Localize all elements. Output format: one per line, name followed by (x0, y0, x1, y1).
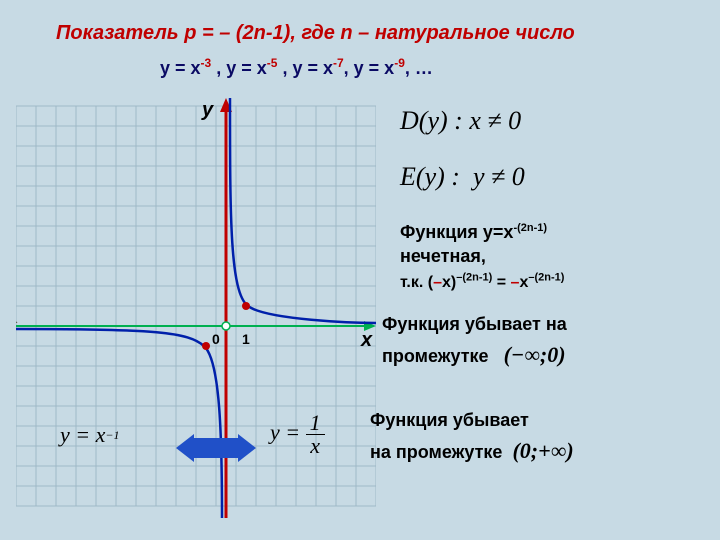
ex1-suffix: , у = х (211, 58, 267, 78)
odd-function-text: Функция у=х-(2n-1) нечетная, т.к. (–х)–(… (400, 220, 710, 293)
decr2a: Функция убывает (370, 410, 529, 430)
odd-l2: нечетная, (400, 246, 486, 266)
chart-area: {} х у 0 1 (16, 98, 376, 518)
interval-2: (0;+∞) (512, 438, 573, 463)
origin-circle (222, 322, 230, 330)
interval-1: (−∞;0) (504, 342, 566, 367)
odd-l1a: Функция у=х (400, 222, 513, 242)
odd-l3sup1: –(2n-1) (456, 271, 492, 283)
ex1-base: у = х (160, 58, 201, 78)
ex1-sup: -3 (201, 56, 212, 70)
y-label: у (201, 99, 214, 121)
odd-l3b: – (433, 274, 442, 291)
inline-f2-a: y = (270, 420, 306, 445)
ex2-sup: -5 (267, 56, 278, 70)
odd-l3a: т.к. ( (400, 274, 433, 291)
odd-l3sup2: –(2n-1) (528, 271, 564, 283)
heading: Показатель р = – (2n-1), где n – натурал… (56, 22, 575, 45)
ex4-suffix: , … (405, 58, 433, 78)
odd-l3c: х) (442, 274, 456, 291)
decreasing-2: Функция убывает на промежутке (0;+∞) (370, 407, 710, 467)
inline-formula-1: y = x−1 (60, 422, 119, 448)
ex3-suffix: , у = х (344, 58, 395, 78)
inline-formula-2: y = 1 x (270, 412, 325, 457)
decr1a: Функция убывает на (382, 314, 567, 334)
ex2-suffix: , у = х (277, 58, 333, 78)
curve-right (230, 98, 376, 323)
range-formula: E(y) : y ≠ 0 (400, 162, 710, 192)
decreasing-1: Функция убывает на промежутке (−∞;0) (382, 311, 710, 371)
function-examples: у = х-3 , у = х-5 , у = х-7, у = х-9, … (160, 56, 433, 79)
double-arrow-icon (176, 434, 256, 462)
x-label: х (360, 329, 373, 351)
inline-f2-b: 1 (306, 412, 325, 435)
odd-l1sup: -(2n-1) (513, 222, 547, 234)
ex3-sup: -7 (333, 56, 344, 70)
decr2b: на промежутке (370, 442, 502, 462)
odd-l3d: = (492, 274, 510, 291)
inline-f2-c: x (306, 435, 325, 457)
zero-label: 0 (212, 331, 220, 347)
domain-formula: D(y) : x ≠ 0 (400, 106, 710, 136)
decr1b: промежутке (382, 346, 489, 366)
ex4-sup: -9 (394, 56, 405, 70)
one-label: 1 (242, 331, 250, 347)
point-left (202, 342, 210, 350)
right-column: D(y) : x ≠ 0 E(y) : y ≠ 0 Функция у=х-(2… (400, 106, 710, 467)
point-right (242, 302, 250, 310)
